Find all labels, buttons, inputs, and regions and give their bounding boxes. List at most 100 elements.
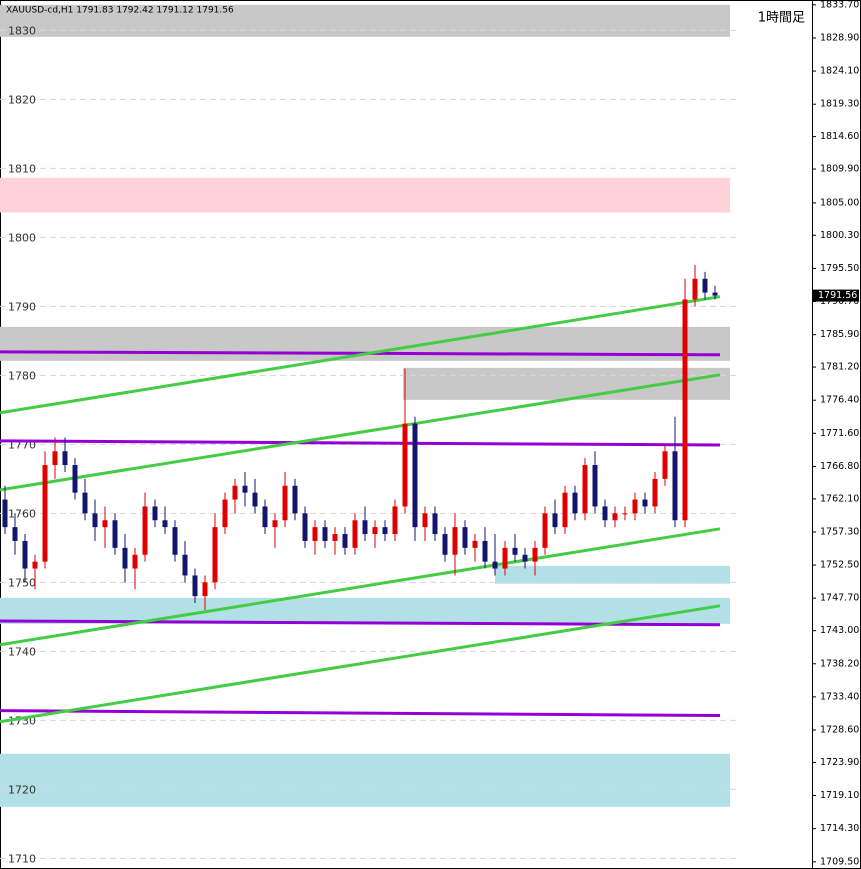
candle-body: [612, 513, 618, 521]
candle-body: [702, 278, 708, 293]
candle-body: [662, 451, 668, 479]
candle-body: [162, 520, 168, 528]
candle-body: [572, 492, 578, 514]
y2-tick-label: 1757.30: [820, 526, 859, 537]
candle-body: [502, 547, 508, 569]
y2-tick-label: 1805.00: [820, 197, 859, 208]
candle-body: [422, 513, 428, 528]
y-tick-label: 1710: [8, 852, 36, 865]
y-tick-label: 1740: [8, 645, 36, 658]
candle-body: [452, 527, 458, 555]
candle-body: [392, 506, 398, 535]
y2-tick-label: 1819.30: [820, 99, 859, 110]
y2-tick-label: 1743.00: [820, 625, 859, 636]
y2-tick-label: 1795.50: [820, 263, 859, 274]
y2-tick-label: 1766.80: [820, 461, 859, 472]
candle-body: [212, 527, 218, 583]
candle-body: [372, 527, 378, 535]
y2-tick-label: 1709.50: [820, 856, 859, 867]
y2-tick-label: 1800.30: [820, 230, 859, 241]
candle-body: [482, 540, 488, 562]
y2-tick-label: 1723.90: [820, 757, 859, 768]
candle-body: [592, 465, 598, 507]
zone: [495, 565, 730, 584]
y2-tick-label: 1814.60: [820, 131, 859, 142]
candle-body: [302, 513, 308, 541]
candle-body: [532, 547, 538, 562]
candle-body: [352, 520, 358, 548]
zone: [0, 4, 730, 37]
candle-body: [642, 499, 648, 507]
candle-body: [52, 451, 58, 466]
candle-body: [362, 520, 368, 535]
candle-body: [382, 527, 388, 535]
candle-body: [112, 520, 118, 548]
timeframe-label: 1時間足: [758, 11, 805, 26]
trend-line: [0, 709, 721, 718]
y2-tick-label: 1762.10: [820, 493, 859, 504]
candle-body: [672, 451, 678, 521]
y-tick-label: 1760: [8, 507, 36, 520]
candle-body: [512, 547, 518, 555]
candle-body: [122, 547, 128, 569]
candle-body: [552, 513, 558, 528]
candle-body: [32, 561, 38, 569]
y2-tick-label: 1714.30: [820, 823, 859, 834]
candle-body: [62, 451, 68, 466]
trend-line: [0, 373, 721, 492]
candle-body: [472, 540, 478, 548]
y2-tick-label: 1785.90: [820, 329, 859, 340]
candle-body: [282, 485, 288, 521]
candle-body: [132, 554, 138, 569]
y2-tick-label: 1771.60: [820, 428, 859, 439]
candle-body: [12, 527, 18, 541]
y-tick-label: 1790: [8, 300, 36, 313]
candle-body: [432, 513, 438, 535]
trend-line: [0, 604, 721, 724]
trend-line: [0, 439, 721, 447]
y2-tick-label: 1747.70: [820, 593, 859, 604]
y2-tick-label: 1733.40: [820, 691, 859, 702]
y2-tick-label: 1752.50: [820, 560, 859, 571]
candle-body: [562, 492, 568, 528]
candle-body: [632, 499, 638, 514]
zone: [403, 367, 730, 400]
y-tick-label: 1780: [8, 369, 36, 382]
price-marker: [813, 289, 859, 302]
candle-body: [102, 520, 108, 528]
candle-body: [602, 506, 608, 521]
candle-body: [412, 423, 418, 528]
trend-line: [0, 527, 721, 647]
candle-body: [242, 485, 248, 493]
candle-body: [462, 527, 468, 548]
candle-body: [92, 513, 98, 528]
candle-body: [682, 299, 688, 521]
candle-body: [192, 575, 198, 597]
y-tick-label: 1810: [8, 162, 36, 175]
candle-body: [182, 554, 188, 576]
zone: [0, 753, 730, 807]
candle-body: [342, 534, 348, 548]
candle-body: [442, 534, 448, 555]
y2-tick-label: 1833.70: [820, 0, 859, 10]
candle-body: [222, 499, 228, 528]
price-marker-label: 1791.56: [818, 290, 857, 301]
y2-tick-label: 1719.10: [820, 790, 859, 801]
candle-body: [202, 582, 208, 597]
y-tick-label: 1720: [8, 783, 36, 796]
candle-body: [252, 492, 258, 507]
y-tick-label: 1750: [8, 576, 36, 589]
candle-body: [232, 485, 238, 500]
candle-body: [542, 513, 548, 548]
candle-body: [712, 292, 718, 296]
candle-body: [692, 278, 698, 300]
candle-body: [522, 554, 528, 562]
candle-body: [402, 423, 408, 507]
candle-body: [72, 465, 78, 493]
zone: [0, 597, 730, 624]
trend-line: [0, 295, 721, 415]
y2-tick-label: 1776.40: [820, 395, 859, 406]
candle-body: [22, 540, 28, 569]
